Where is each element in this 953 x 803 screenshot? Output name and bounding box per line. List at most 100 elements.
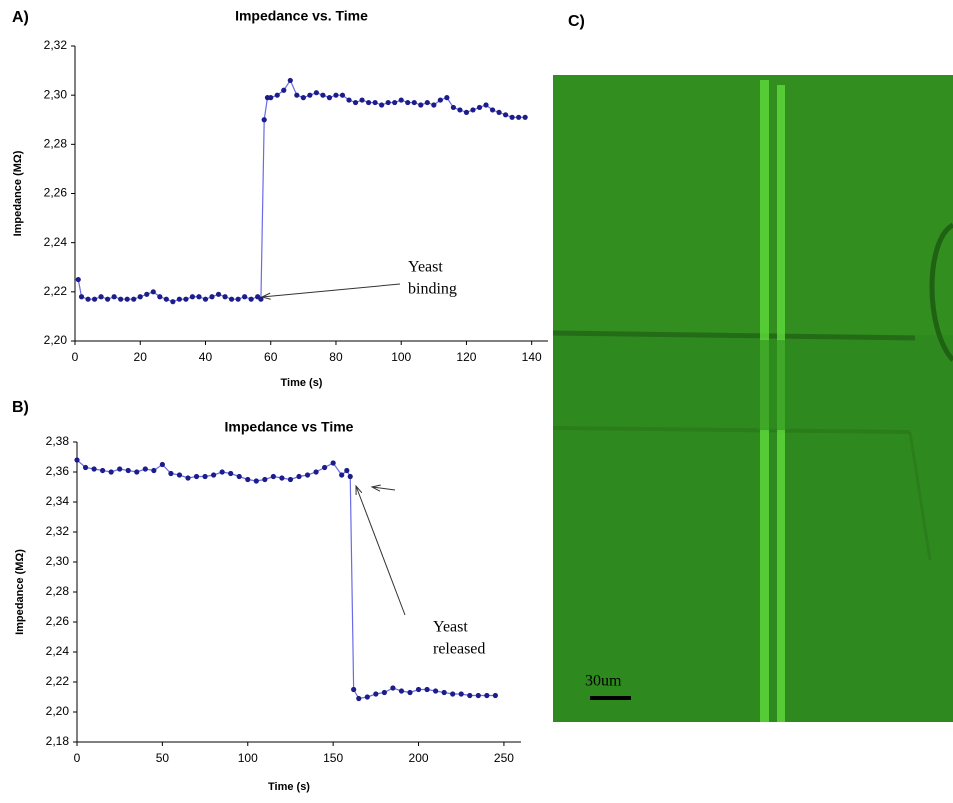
x-tick-label: 0 (74, 751, 81, 765)
data-point (100, 467, 106, 474)
data-point (168, 470, 174, 477)
data-point (222, 294, 228, 300)
x-tick-label: 50 (156, 751, 170, 765)
y-tick-label: 2,26 (46, 614, 70, 628)
arrow-head (260, 292, 271, 300)
data-point (322, 464, 328, 471)
data-point (372, 99, 378, 106)
data-point (183, 296, 189, 302)
data-point (467, 692, 473, 699)
annotation: Yeast (408, 259, 443, 276)
data-point (281, 87, 287, 93)
data-point (74, 457, 80, 463)
x-tick-label: 100 (238, 751, 258, 765)
data-point (75, 276, 81, 283)
data-point (91, 296, 98, 302)
panel-label: C) (568, 13, 585, 30)
data-point (398, 688, 405, 694)
data-point (407, 689, 413, 696)
data-point (431, 102, 437, 108)
y-tick-label: 2,34 (46, 494, 70, 508)
data-point (450, 104, 456, 111)
data-point (279, 475, 285, 481)
data-point (496, 109, 502, 115)
data-point (476, 104, 483, 111)
data-point (385, 99, 391, 106)
x-tick-label: 140 (522, 350, 542, 364)
data-point (245, 476, 251, 483)
data-point (364, 694, 370, 700)
data-point (300, 95, 306, 101)
y-tick-label: 2,26 (44, 186, 68, 200)
y-tick-label: 2,24 (46, 644, 70, 658)
arrow-head (370, 484, 381, 492)
data-point (228, 470, 234, 477)
data-point (196, 294, 202, 300)
data-point (351, 686, 357, 693)
y-tick-label: 2,20 (46, 704, 70, 718)
data-point (379, 102, 385, 108)
data-point (287, 476, 294, 483)
annotation: binding (408, 281, 457, 298)
y-tick-label: 2,28 (46, 584, 70, 598)
x-tick-label: 200 (409, 751, 429, 765)
y-tick-label: 2,20 (44, 333, 68, 347)
data-point (418, 102, 424, 108)
data-point (131, 296, 137, 302)
data-point (405, 99, 411, 106)
micrograph-shade (553, 75, 953, 335)
electrode-gap (757, 340, 789, 430)
data-point (444, 95, 450, 101)
data-point (415, 686, 422, 693)
y-axis-label: Impedance (MΩ) (12, 150, 24, 236)
data-point (144, 291, 150, 297)
y-tick-label: 2,36 (46, 464, 70, 478)
x-tick-label: 250 (494, 751, 514, 765)
data-line (77, 79, 526, 303)
x-tick-label: 60 (264, 350, 278, 364)
data-point (347, 473, 353, 480)
data-point (193, 473, 200, 480)
data-point (330, 460, 336, 466)
data-point (209, 294, 215, 300)
data-point (433, 688, 439, 694)
data-point (142, 466, 148, 472)
data-point (248, 296, 254, 302)
x-tick-label: 120 (456, 350, 476, 364)
data-point (134, 469, 140, 475)
data-point (287, 77, 293, 84)
data-point (516, 114, 522, 120)
x-axis-label: Time (s) (281, 377, 323, 389)
channel-edge (552, 330, 916, 341)
data-point (124, 296, 130, 302)
data-point (492, 692, 498, 699)
data-point (307, 92, 313, 98)
data-point (509, 114, 515, 120)
y-tick-label: 2,30 (44, 87, 68, 101)
channel-edge (908, 431, 932, 561)
data-line (76, 459, 496, 700)
y-axis-label: Impedance (MΩ) (14, 549, 26, 635)
data-point (274, 92, 280, 98)
x-tick-label: 40 (199, 350, 213, 364)
data-point (111, 294, 117, 300)
x-tick-label: 20 (134, 350, 148, 364)
data-point (484, 692, 490, 699)
data-point (163, 296, 169, 302)
data-point (215, 291, 222, 297)
data-point (105, 296, 111, 302)
chart-title: Impedance vs Time (225, 419, 354, 435)
data-point (176, 472, 183, 478)
data-point (470, 107, 476, 113)
data-point (339, 472, 345, 478)
data-point (211, 472, 217, 478)
x-tick-label: 100 (391, 350, 411, 364)
y-tick-label: 2,22 (44, 284, 68, 298)
micrograph: 30um (552, 75, 953, 722)
data-point (365, 99, 372, 106)
data-point (475, 692, 481, 699)
data-point (108, 469, 114, 475)
y-tick-label: 2,24 (44, 235, 68, 249)
y-tick-label: 2,38 (46, 434, 70, 448)
data-point (424, 99, 430, 106)
